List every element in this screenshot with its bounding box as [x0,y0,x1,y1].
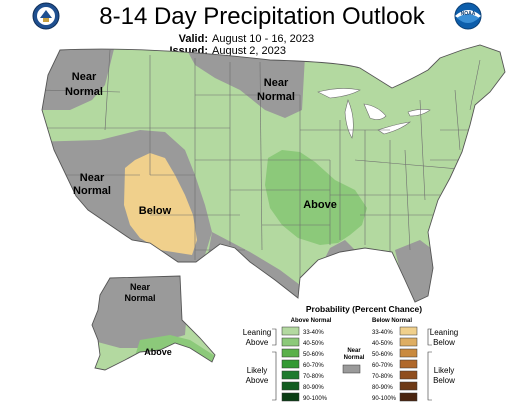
noaa-logo-text: NOAA [461,11,476,17]
central-above-label: Above [303,199,337,211]
likely-above-label-1: Likely [247,366,267,375]
legend: Probability (Percent Chance) Above Norma… [243,304,458,402]
doc-seal-logo [32,2,60,30]
legend-above-swatch-5 [281,370,300,380]
leaning-below-label-2: Below [433,338,455,347]
nw-near-label-1: Near [72,71,97,83]
legend-below-swatch-7 [399,392,418,402]
legend-below-swatch-5 [399,370,418,380]
legend-below-range-label-3: 50-60% [372,352,393,358]
legend-below-header: Below Normal [372,318,412,324]
legend-above-range-label-2: 40-50% [303,341,324,347]
legend-below-column: 33-40% 40-50% 50-60% 60-70% 70-80% 80-90% 90-1… [372,326,418,402]
legend-below-range-label-2: 40-50% [372,341,393,347]
mt-near-label-1: Near [264,77,289,89]
legend-above-swatch-3 [281,348,300,358]
legend-below-swatch-2 [399,337,418,347]
leaning-above-label-2: Above [246,338,269,347]
legend-title: Probability (Percent Chance) [306,304,422,314]
legend-above-range-label-4: 60-70% [303,363,324,369]
legend-above-swatch-4 [281,359,300,369]
legend-below-range-label-5: 70-80% [372,374,393,380]
page-title: 8-14 Day Precipitation Outlook [99,3,426,30]
noaa-logo: NOAA [454,2,482,30]
sw-below-region [124,153,197,255]
central-above-region [265,150,367,245]
alaska-inset: Near Normal Above [91,275,216,371]
west-near-label-2: Normal [73,185,111,197]
legend-above-swatch-2 [281,337,300,347]
ak-near-label-1: Near [130,282,151,292]
legend-above-column: 33-40% 40-50% 50-60% 60-70% 70-80% 80-90% 90-1… [281,326,328,402]
legend-above-range-label-6: 80-90% [303,385,324,391]
legend-below-range-label-1: 33-40% [372,330,393,336]
legend-above-range-label-3: 50-60% [303,352,324,358]
issued-date: August 2, 2023 [212,45,286,57]
legend-below-swatch-4 [399,359,418,369]
legend-above-swatch-6 [281,381,300,391]
ak-near-label-2: Normal [124,293,155,303]
likely-below-label-2: Below [433,376,455,385]
leaning-above-label-1: Leaning [243,328,271,337]
valid-dates: August 10 - 16, 2023 [212,33,314,45]
great-lakes [317,88,431,139]
legend-below-range-label-4: 60-70% [372,363,393,369]
legend-above-range-label-1: 33-40% [303,330,324,336]
leaning-below-label-1: Leaning [430,328,458,337]
likely-below-label-1: Likely [434,366,454,375]
likely-above-label-2: Above [246,376,269,385]
legend-above-swatch-7 [281,392,300,402]
legend-near-normal-swatch [342,364,361,374]
conus-map: Near Normal Near Normal Near Normal Belo… [41,44,506,303]
legend-above-range-label-7: 90-100% [303,396,328,402]
legend-below-swatch-3 [399,348,418,358]
legend-above-header: Above Normal [291,318,332,324]
mt-near-normal-region [188,52,305,118]
legend-below-range-label-6: 80-90% [372,385,393,391]
florida-near-normal-region [395,240,440,302]
valid-label: Valid: [179,33,208,45]
mt-near-label-2: Normal [257,91,295,103]
legend-below-swatch-6 [399,381,418,391]
legend-near-label-2: Normal [344,355,365,361]
legend-below-range-label-7: 90-100% [372,396,397,402]
legend-below-swatch-1 [399,326,418,336]
ak-near-normal-region [92,276,190,348]
nw-near-label-2: Normal [65,86,103,98]
legend-above-range-label-5: 70-80% [303,374,324,380]
legend-above-swatch-1 [281,326,300,336]
ak-above-label: Above [144,347,172,357]
west-near-label-1: Near [80,172,105,184]
legend-near-label-1: Near [347,348,361,354]
sw-below-label: Below [139,205,172,217]
